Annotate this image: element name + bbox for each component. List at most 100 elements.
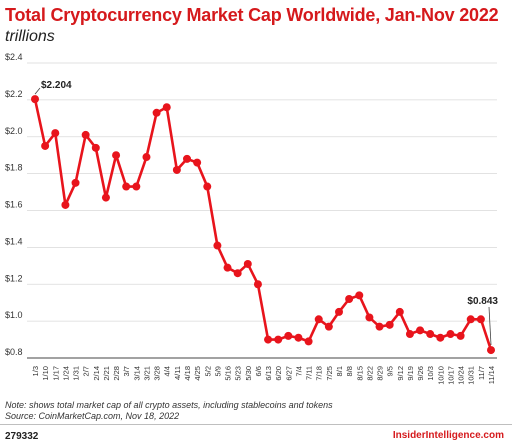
data-point [41, 141, 50, 150]
data-point [436, 333, 445, 342]
x-tick-label: 7/25 [325, 366, 334, 381]
y-tick-label: $1.2 [5, 273, 23, 283]
y-tick-label: $0.8 [5, 347, 23, 357]
y-tick-label: $1.4 [5, 236, 23, 246]
data-point [456, 331, 465, 340]
x-tick-label: 9/26 [416, 366, 425, 381]
x-tick-label: 8/1 [335, 366, 344, 376]
data-point [132, 182, 141, 191]
data-point [405, 330, 414, 339]
y-tick-label: $2.2 [5, 89, 23, 99]
x-tick-label: 2/21 [102, 366, 111, 381]
data-point [172, 165, 181, 174]
y-tick-label: $2.4 [5, 52, 23, 62]
data-label: $2.204 [41, 80, 72, 91]
data-point [274, 335, 283, 344]
data-point [142, 153, 151, 162]
data-point [243, 259, 252, 268]
chart-title: Total Cryptocurrency Market Cap Worldwid… [5, 5, 499, 25]
data-point [335, 307, 343, 316]
chart-source: Source: CoinMarketCap.com, Nov 18, 2022 [5, 411, 180, 421]
data-point [61, 200, 70, 209]
footer-divider [0, 424, 512, 425]
data-label: $0.843 [467, 296, 498, 307]
data-point [487, 346, 495, 355]
data-point [375, 322, 384, 331]
data-point [314, 315, 323, 324]
data-point [253, 280, 262, 289]
data-point [466, 315, 475, 324]
data-point [193, 158, 202, 167]
x-tick-label: 10/17 [446, 366, 455, 385]
x-tick-label: 7/11 [305, 366, 314, 380]
x-tick-label: 10/24 [457, 366, 466, 385]
x-tick-label: 6/13 [264, 366, 273, 381]
data-point [365, 313, 374, 322]
x-tick-label: 7/4 [294, 366, 303, 376]
data-point [112, 151, 121, 160]
chart-note: Note: shows total market cap of all cryp… [5, 400, 333, 410]
x-tick-label: 1/10 [41, 366, 50, 381]
x-tick-label: 6/6 [254, 366, 263, 376]
data-point [162, 103, 171, 112]
x-tick-label: 4/4 [163, 366, 172, 376]
data-point [31, 95, 39, 104]
x-tick-label: 4/11 [173, 366, 182, 380]
data-point [446, 330, 455, 339]
data-point [223, 263, 232, 272]
data-point [324, 322, 333, 331]
data-point [152, 108, 161, 117]
data-point [183, 154, 191, 163]
x-tick-label: 5/2 [203, 366, 212, 376]
data-point [122, 182, 131, 191]
x-tick-label: 3/7 [122, 366, 131, 376]
x-tick-label: 5/9 [213, 366, 222, 376]
data-point [203, 182, 212, 191]
x-tick-label: 1/17 [51, 366, 60, 381]
x-tick-label: 9/19 [406, 366, 415, 381]
x-tick-label: 4/18 [183, 366, 192, 381]
data-point [71, 178, 80, 187]
x-tick-label: 2/14 [92, 366, 101, 381]
y-tick-label: $2.0 [5, 126, 23, 136]
data-label-leader [34, 87, 41, 95]
data-point [345, 295, 354, 303]
x-tick-label: 10/10 [436, 366, 445, 385]
x-tick-label: 5/30 [244, 366, 253, 381]
data-point [51, 129, 60, 138]
data-point [476, 315, 485, 324]
data-point [294, 333, 303, 342]
data-point [213, 241, 222, 250]
x-tick-label: 3/28 [153, 366, 162, 381]
x-tick-label: 8/29 [376, 366, 385, 381]
data-point [416, 326, 425, 335]
brand-logo-text: InsiderIntelligence.com [392, 430, 504, 441]
x-tick-label: 1/24 [61, 366, 70, 381]
x-tick-label: 9/5 [386, 366, 395, 376]
x-tick-label: 3/21 [142, 366, 151, 381]
x-tick-label: 8/8 [345, 366, 354, 376]
data-label-leader [488, 306, 492, 346]
data-point [264, 335, 273, 344]
x-tick-label: 11/7 [477, 366, 486, 380]
x-tick-label: 8/15 [355, 366, 364, 381]
y-tick-label: $1.8 [5, 163, 23, 173]
x-tick-label: 11/14 [487, 366, 496, 384]
data-point [395, 307, 404, 316]
x-tick-label: 2/7 [82, 366, 91, 376]
x-tick-label: 5/16 [224, 366, 233, 381]
data-point [101, 193, 110, 202]
x-tick-label: 5/23 [234, 366, 243, 381]
data-point [304, 337, 313, 346]
x-tick-label: 1/3 [31, 366, 40, 376]
data-point [233, 269, 242, 278]
x-tick-label: 7/18 [315, 366, 324, 381]
x-tick-label: 6/20 [274, 366, 283, 381]
x-tick-label: 2/28 [112, 366, 121, 381]
y-tick-label: $1.0 [5, 310, 23, 320]
x-tick-label: 4/25 [193, 366, 202, 381]
x-tick-label: 3/14 [132, 366, 141, 381]
chart-subtitle: trillions [5, 28, 55, 45]
data-point [81, 130, 90, 139]
data-point [385, 320, 394, 329]
